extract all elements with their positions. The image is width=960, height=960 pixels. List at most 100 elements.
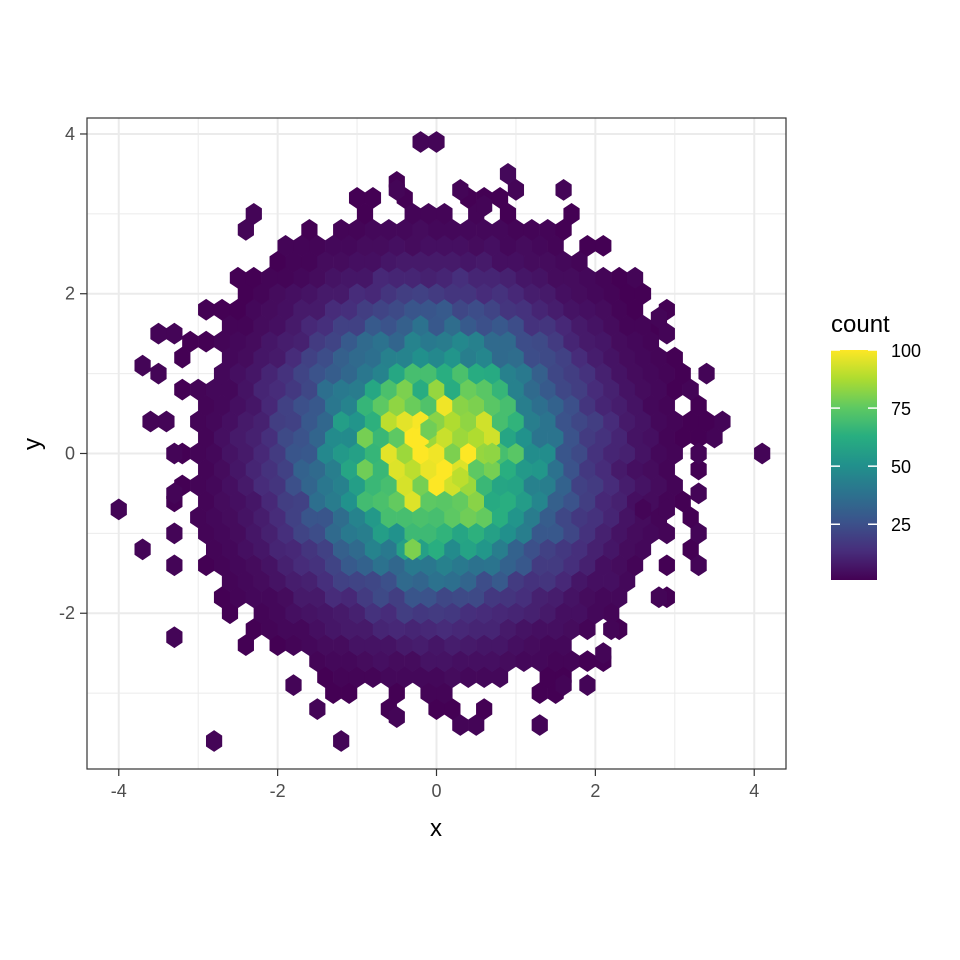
hex-cell xyxy=(348,602,366,625)
hex-cell xyxy=(404,538,421,561)
hex-cell xyxy=(476,314,493,337)
hex-cell xyxy=(484,554,501,577)
hex-cell xyxy=(198,426,215,449)
hex-cell xyxy=(372,330,389,353)
hex-cell xyxy=(484,650,501,673)
hex-cell xyxy=(515,394,532,417)
hex-cell xyxy=(348,442,366,465)
hex-cell xyxy=(682,538,699,561)
hex-cell xyxy=(539,314,556,337)
hex-cell xyxy=(404,362,421,385)
hex-cell xyxy=(364,538,382,561)
hex-cell xyxy=(309,458,326,481)
hex-cell xyxy=(372,362,389,385)
hex-cell xyxy=(690,482,707,505)
hex-cell xyxy=(293,554,310,577)
legend-tick-label: 100 xyxy=(891,341,921,361)
hex-cell xyxy=(269,282,286,305)
hex-cell xyxy=(619,282,636,305)
hex-cell xyxy=(325,298,342,321)
hex-cell xyxy=(364,314,382,337)
hex-cell xyxy=(563,554,580,577)
hex-cell xyxy=(388,490,405,513)
hex-cell xyxy=(460,634,477,657)
hex-cell xyxy=(174,378,191,401)
hex-cell xyxy=(420,234,437,257)
hex-cell xyxy=(388,706,405,728)
hex-cell xyxy=(301,602,318,625)
hex-cell xyxy=(491,602,509,625)
hex-cell xyxy=(309,586,326,609)
hex-cell xyxy=(507,410,525,433)
hex-cell xyxy=(619,442,636,465)
hex-cell xyxy=(356,234,374,257)
hex-cell xyxy=(221,314,239,337)
hex-cell xyxy=(579,458,596,481)
hex-cell xyxy=(539,410,556,433)
hex-cell xyxy=(182,330,199,353)
hex-cell xyxy=(285,282,302,305)
hex-cell xyxy=(603,314,620,337)
hex-cell xyxy=(523,442,540,465)
hex-cell xyxy=(444,570,461,593)
hex-cell xyxy=(420,330,437,353)
hex-cell xyxy=(626,522,644,545)
hex-cell xyxy=(333,218,350,241)
hex-cell xyxy=(547,362,564,385)
hex-cell xyxy=(388,618,405,641)
hex-cell xyxy=(166,322,183,345)
hex-cell xyxy=(364,410,382,433)
hex-cell xyxy=(325,234,342,257)
hex-cell xyxy=(277,394,294,417)
hex-cell xyxy=(468,618,485,641)
hex-cell xyxy=(404,330,421,353)
hex-cell xyxy=(499,234,517,257)
hex-cell xyxy=(229,458,247,481)
hex-cell xyxy=(499,330,517,353)
hex-cell xyxy=(698,410,715,433)
hex-cell xyxy=(531,650,548,673)
hex-cell xyxy=(428,442,445,465)
hex-cell xyxy=(277,586,294,609)
hex-cell xyxy=(428,602,445,625)
hex-cell xyxy=(547,234,564,257)
hex-cell xyxy=(460,250,477,273)
hex-cell xyxy=(428,538,445,561)
hex-cell xyxy=(190,442,207,465)
plot-panel xyxy=(86,117,787,770)
hex-cell xyxy=(396,410,413,433)
hex-cell xyxy=(309,554,326,577)
hex-cell xyxy=(507,218,525,241)
hex-cell xyxy=(356,266,374,289)
hex-cell xyxy=(293,266,310,289)
hex-cell xyxy=(205,410,223,433)
hex-cell xyxy=(484,394,501,417)
hex-cell xyxy=(611,458,628,481)
hex-cell xyxy=(404,490,421,513)
hex-cell xyxy=(388,179,405,201)
hex-cell xyxy=(436,330,453,353)
hex-cell xyxy=(221,410,239,433)
hex-cell xyxy=(484,426,501,449)
hex-cell xyxy=(213,586,231,609)
hex-cell xyxy=(277,618,294,641)
hex-cell xyxy=(484,586,501,609)
hex-cell xyxy=(523,250,540,273)
hex-cell xyxy=(277,298,294,321)
hex-cell xyxy=(325,330,342,353)
hex-cell xyxy=(372,586,389,609)
hex-cell xyxy=(388,298,405,321)
hex-cell xyxy=(523,602,540,625)
hex-cell xyxy=(388,234,405,257)
hex-cell xyxy=(285,634,302,657)
hex-cell xyxy=(555,570,572,593)
hex-cell xyxy=(491,314,509,337)
hex-cell xyxy=(317,538,334,561)
hex-cell xyxy=(476,538,493,561)
hex-cell xyxy=(269,602,286,625)
hex-cell xyxy=(452,618,469,641)
y-tick-label: 2 xyxy=(65,284,75,304)
hex-cell xyxy=(356,330,374,353)
hex-cell xyxy=(150,362,167,385)
